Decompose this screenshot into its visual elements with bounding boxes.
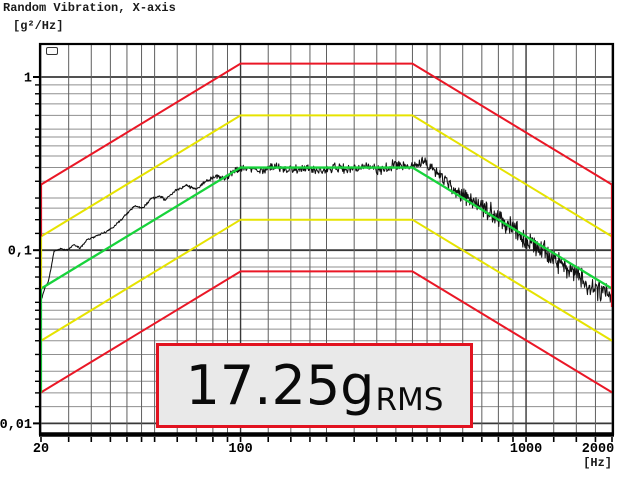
y-tick-label: 0,01 bbox=[0, 418, 32, 433]
y-tick-label: 0,1 bbox=[8, 245, 32, 260]
plot-frame bbox=[38, 42, 615, 437]
abort-limit-lower-minus-6dB bbox=[40, 270, 613, 394]
axis-labels: 20 100 1000 2000 1 0,1 0,01 bbox=[0, 71, 614, 457]
chart-title: Random Vibration, X-axis bbox=[3, 1, 176, 15]
tolerance-limits bbox=[40, 62, 613, 394]
x-tick-label: 20 bbox=[33, 442, 49, 457]
grms-value: 17.25g bbox=[185, 353, 375, 417]
plot-corner-chip bbox=[46, 47, 58, 55]
control-signal bbox=[40, 156, 613, 303]
abort-limit-upper-plus-6dB bbox=[40, 62, 613, 186]
grms-subscript: RMS bbox=[375, 382, 444, 418]
grms-annotation-box: 17.25g RMS bbox=[156, 343, 473, 428]
y-axis-unit-label: [g²/Hz] bbox=[13, 19, 64, 33]
x-tick-label: 100 bbox=[228, 442, 252, 457]
warning-limit-lower-minus-3dB bbox=[40, 218, 613, 342]
reference-profile bbox=[40, 166, 613, 290]
y-tick-label: 1 bbox=[24, 71, 32, 86]
warning-limit-upper-plus-3dB bbox=[40, 114, 613, 238]
x-tick-label: 1000 bbox=[510, 442, 542, 457]
x-tick-label: 2000 bbox=[582, 442, 614, 457]
x-axis-unit-label: [Hz] bbox=[583, 456, 612, 470]
